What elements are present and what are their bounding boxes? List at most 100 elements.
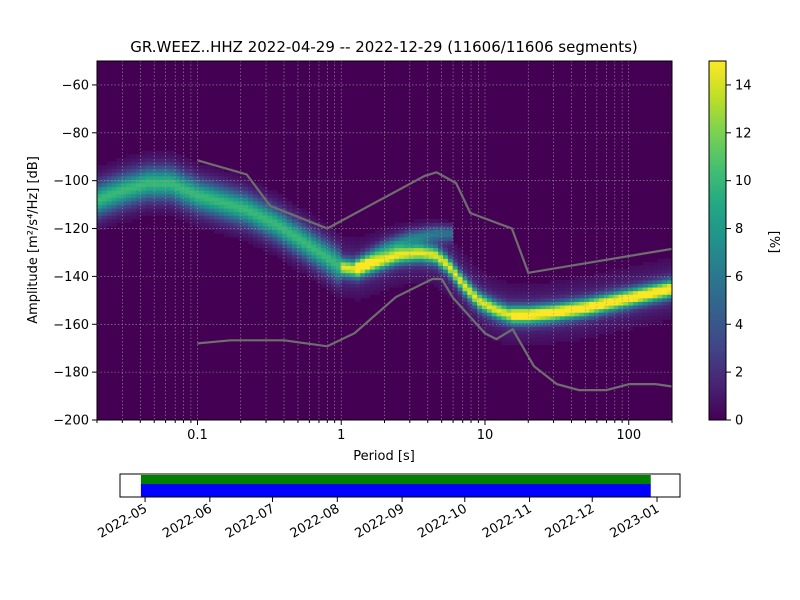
density-cell [647, 301, 653, 306]
density-cell [413, 276, 420, 281]
density-cell [667, 305, 672, 310]
density-cell [637, 283, 644, 288]
density-cell [399, 276, 405, 281]
density-cell [667, 297, 672, 302]
density-cell [287, 218, 293, 223]
density-cell [170, 175, 176, 180]
density-cell [496, 323, 502, 328]
density-cell [481, 326, 488, 331]
density-cell [257, 193, 264, 198]
density-cell [296, 236, 303, 241]
density-cell [116, 183, 122, 188]
density-cell [452, 254, 458, 259]
density-cell [213, 215, 220, 220]
density-cell [326, 279, 332, 284]
density-cell [189, 175, 195, 180]
density-cell [204, 183, 210, 188]
density-cell [540, 294, 546, 299]
density-cell [516, 301, 522, 306]
density-cell [140, 190, 147, 195]
density-cell [160, 154, 166, 159]
density-cell [301, 211, 307, 216]
density-cell [223, 172, 229, 177]
density-cell [511, 308, 517, 313]
density-cell [165, 168, 171, 173]
density-cell [233, 186, 239, 191]
density-cell [452, 244, 458, 249]
density-cell [101, 165, 108, 170]
density-cell [369, 276, 376, 281]
density-cell [252, 236, 259, 241]
density-cell [184, 197, 190, 202]
density-cell [652, 294, 658, 299]
density-cell [394, 226, 400, 231]
density-cell [287, 201, 293, 205]
density-cell [530, 312, 536, 317]
density-cell [603, 330, 610, 335]
density-cell [257, 218, 264, 223]
density-cell [540, 341, 546, 346]
density-cell [145, 165, 151, 170]
density-cell [155, 168, 161, 173]
density-cell [248, 222, 254, 227]
density-cell [584, 326, 590, 331]
density-cell [140, 175, 147, 180]
density-cell [633, 272, 639, 277]
density-cell [262, 218, 268, 223]
density-cell [209, 226, 215, 231]
density-cell [170, 168, 176, 173]
density-cell [403, 276, 410, 281]
density-cell [145, 175, 151, 180]
density-cell [296, 247, 303, 252]
density-cell [511, 326, 517, 331]
density-cell [535, 297, 541, 302]
density-cell [316, 233, 322, 238]
density-cell [160, 157, 166, 162]
density-cell [131, 201, 137, 205]
density-cell [633, 312, 639, 317]
density-cell [520, 330, 527, 335]
density-cell [559, 312, 566, 317]
density-cell [135, 165, 142, 170]
density-cell [550, 283, 556, 288]
density-cell [589, 333, 595, 338]
density-cell [165, 183, 171, 188]
density-cell [457, 283, 463, 288]
density-cell [301, 229, 307, 234]
density-cell [667, 290, 672, 295]
density-cell [204, 175, 210, 180]
density-cell [628, 269, 634, 274]
density-cell [501, 333, 507, 338]
density-cell [126, 197, 132, 202]
density-cell [447, 294, 454, 299]
density-cell [213, 168, 220, 173]
density-cell [574, 305, 580, 310]
density-cell [335, 276, 342, 281]
density-cell [613, 308, 619, 313]
density-cell [131, 175, 137, 180]
density-cell [209, 186, 215, 191]
density-cell [145, 161, 151, 166]
density-cell [223, 204, 229, 209]
density-cell [145, 179, 151, 184]
density-cell [413, 269, 420, 274]
density-cell [287, 229, 293, 234]
density-cell [330, 283, 337, 288]
density-cell [189, 165, 195, 170]
density-cell [574, 337, 580, 342]
density-cell [243, 211, 249, 216]
density-cell [340, 276, 346, 281]
density-cell [223, 229, 229, 234]
density-cell [121, 186, 127, 191]
density-cell [589, 287, 595, 292]
density-cell [520, 312, 527, 317]
density-cell [248, 208, 254, 213]
density-cell [257, 222, 264, 227]
density-cell [579, 333, 585, 338]
density-cell [652, 269, 658, 274]
density-cell [467, 319, 473, 324]
density-cell [126, 175, 132, 180]
density-cell [667, 301, 672, 306]
density-cell [418, 222, 424, 227]
density-cell [248, 226, 254, 231]
